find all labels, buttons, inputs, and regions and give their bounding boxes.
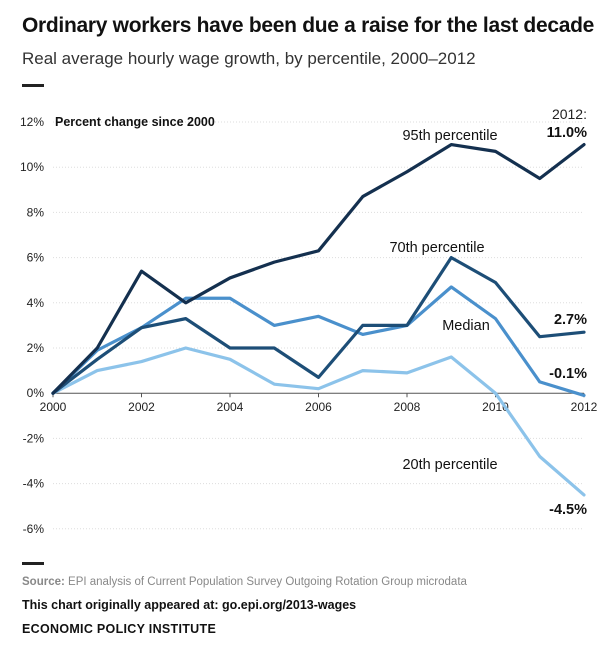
chart-subtitle: Real average hourly wage growth, by perc… <box>22 49 476 68</box>
y-axis-label: Percent change since 2000 <box>55 115 215 129</box>
series-name-label: 70th percentile <box>389 240 484 256</box>
source-text: EPI analysis of Current Population Surve… <box>68 576 467 588</box>
x-tick-label: 2008 <box>394 400 421 414</box>
series-name-label: 95th percentile <box>402 128 497 144</box>
x-tick-label: 2006 <box>305 400 332 414</box>
year-note-label: 2012: <box>552 106 587 122</box>
y-tick-label: -2% <box>23 431 45 445</box>
end-value-label: 2.7% <box>554 312 587 328</box>
source-note: Source: EPI analysis of Current Populati… <box>22 576 467 588</box>
series-lines <box>51 142 586 497</box>
line-chart: 12% 10% 8% 6% 4% 2% 0% -2% -4% -6% 2000 2002 2004 200… <box>20 106 598 536</box>
x-tick-label: 2000 <box>40 400 67 414</box>
annotations: 95th percentile 70th percentile Median 20th… <box>389 106 587 518</box>
y-tick-label: 0% <box>27 386 45 400</box>
series-name-label: Median <box>442 318 490 334</box>
series-line <box>51 285 586 398</box>
x-tick-label: 2012 <box>571 400 598 414</box>
chart-link-note: This chart originally appeared at: go.ep… <box>22 598 357 612</box>
y-tick-label: -4% <box>23 477 45 491</box>
chart-title: Ordinary workers have been due a raise f… <box>22 14 595 37</box>
series-line <box>51 346 586 497</box>
y-tick-label: 8% <box>27 205 45 219</box>
y-tick-label: 6% <box>27 251 45 265</box>
axis-labels: 12% 10% 8% 6% 4% 2% 0% -2% -4% -6% 2000 2002 2004 200… <box>20 115 598 536</box>
end-value-label: -4.5% <box>549 502 587 518</box>
y-tick-label: 12% <box>20 115 44 129</box>
organization-name: ECONOMIC POLICY INSTITUTE <box>22 622 217 636</box>
series-line <box>51 142 586 395</box>
end-value-label: 11.0% <box>547 125 587 141</box>
series-name-label: 20th percentile <box>402 457 497 473</box>
series-line <box>51 256 586 395</box>
y-tick-label: 10% <box>20 160 44 174</box>
y-tick-label: 2% <box>27 341 45 355</box>
gridlines <box>53 121 584 530</box>
x-tick-label: 2002 <box>128 400 155 414</box>
x-tick-label: 2004 <box>217 400 244 414</box>
source-label: Source: <box>22 576 65 588</box>
end-value-label: -0.1% <box>549 366 587 382</box>
y-tick-label: -6% <box>23 522 45 536</box>
footer-rule <box>22 562 44 565</box>
header-rule <box>22 84 44 87</box>
y-tick-label: 4% <box>27 296 45 310</box>
